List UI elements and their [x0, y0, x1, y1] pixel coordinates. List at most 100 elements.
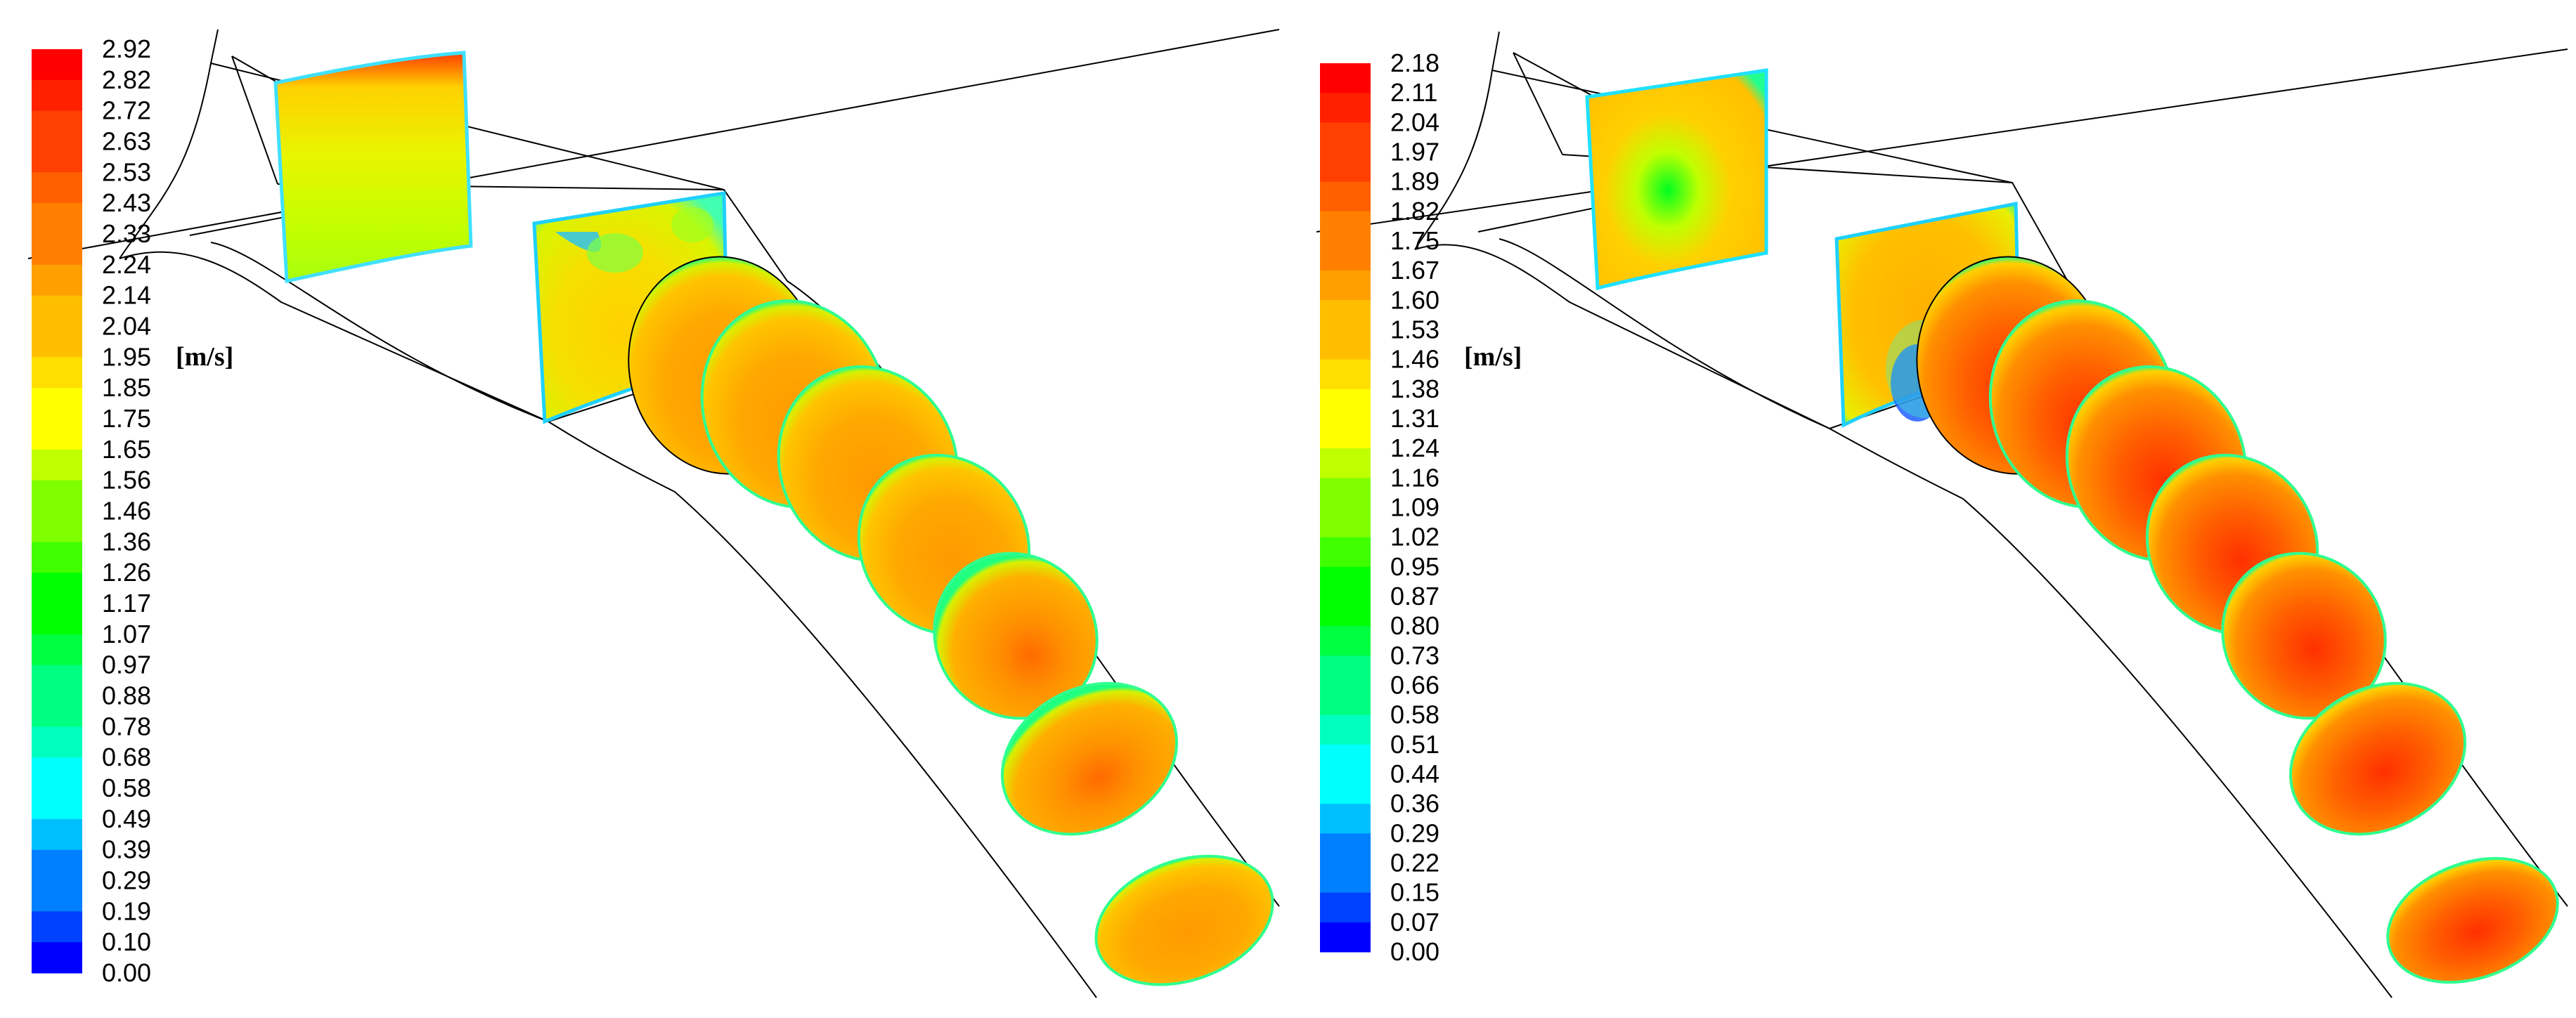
colorbar-swatch	[1320, 566, 1371, 597]
colorbar-swatch	[1320, 537, 1371, 568]
colorbar-tick-label: 2.92	[102, 34, 151, 63]
colorbar-tick-label: 1.60	[1390, 285, 1439, 314]
circular-sections	[628, 256, 1274, 986]
colorbar-tick-label: 1.56	[102, 466, 151, 495]
colorbar-swatch	[32, 141, 82, 173]
colorbar-swatch	[32, 110, 82, 142]
velocity-plot-left: 2.922.822.722.632.532.432.332.242.142.04…	[27, 29, 1280, 998]
colorbar-swatch	[1320, 685, 1371, 716]
colorbar-swatch	[1320, 655, 1371, 686]
colorbar-tick-label: 0.78	[102, 712, 151, 740]
colorbar-tick-label: 0.15	[1390, 878, 1439, 907]
colorbar-tick-label: 2.04	[102, 312, 151, 341]
colorbar-swatch	[32, 634, 82, 666]
duct-wireframe	[1316, 31, 2568, 998]
colorbar-tick-label: 2.82	[102, 65, 151, 94]
colorbar-tick-label: 0.36	[1390, 789, 1439, 818]
colorbar-swatch	[1320, 507, 1371, 538]
colorbar-tick-label: 1.38	[1390, 374, 1439, 403]
velocity-panel-right: 2.18 2.11 2.04 1.97 1.89 1.82 1.75 1.67 1.60 1.53…	[1288, 0, 2576, 1018]
colorbar-swatch	[32, 603, 82, 635]
colorbar-tick-label: 1.24	[1390, 433, 1439, 462]
colorbar-swatch	[32, 696, 82, 727]
colorbar-tick-label: 1.26	[102, 558, 151, 587]
colorbar-swatch	[32, 234, 82, 266]
colorbar-swatch	[1320, 270, 1371, 301]
colorbar-tick-label: 1.16	[1390, 463, 1439, 492]
colorbar-swatch	[32, 449, 82, 481]
colorbar-tick-label: 0.73	[1390, 641, 1439, 670]
colorbar-swatch	[32, 79, 82, 112]
colorbar-tick-label: 0.88	[102, 681, 151, 710]
colorbar-swatch	[1320, 122, 1371, 152]
circular-section-6	[1000, 681, 1179, 836]
colorbar-swatch	[32, 357, 82, 389]
colorbar-swatch	[1320, 152, 1371, 183]
colorbar-tick-label: 2.14	[102, 281, 151, 310]
colorbar-tick-label: 0.07	[1390, 908, 1439, 937]
colorbar-swatch	[32, 542, 82, 573]
colorbar-tick-label: 1.65	[102, 435, 151, 464]
colorbar-left: 2.922.822.722.632.532.432.332.242.142.04…	[32, 34, 233, 987]
colorbar-swatch	[32, 942, 82, 974]
cross-section-1	[1585, 68, 1768, 291]
colorbar-tick-label: 1.67	[1390, 256, 1439, 285]
colorbar-swatch	[32, 49, 82, 81]
colorbar-swatch	[1320, 211, 1371, 242]
colorbar-swatch	[32, 295, 82, 327]
colorbar-swatch	[1320, 478, 1371, 508]
colorbar-swatch	[32, 419, 82, 450]
colorbar-swatch	[32, 757, 82, 789]
colorbar-tick-label: 1.75	[1390, 226, 1439, 255]
colorbar-swatch	[1320, 241, 1371, 271]
colorbar-swatch	[1320, 359, 1371, 390]
colorbar-swatch	[1320, 863, 1371, 894]
velocity-panel-left: 2.92 2.82 2.72 2.63 2.53 2.43 2.33 2.24 2.14 2.04…	[27, 29, 1280, 998]
colorbar-tick-label: 2.72	[102, 96, 151, 125]
colorbar-tick-label: 2.04	[1390, 107, 1439, 136]
colorbar-tick-label: 0.95	[1390, 552, 1439, 581]
colorbar-swatch	[32, 511, 82, 542]
colorbar-swatch	[32, 880, 82, 912]
unit-label: [m/s]	[1464, 342, 1522, 372]
colorbar-tick-label: 0.00	[102, 958, 151, 987]
colorbar-tick-label: 2.43	[102, 188, 151, 217]
cross-section-1	[273, 51, 473, 284]
colorbar-tick-label: 2.53	[102, 157, 151, 186]
colorbar-swatch	[32, 388, 82, 419]
duct-wireframe	[27, 29, 1280, 998]
colorbar-swatch	[32, 172, 82, 204]
colorbar-tick-label: 0.19	[102, 896, 151, 925]
colorbar-swatch	[1320, 626, 1371, 656]
colorbar-swatch	[32, 788, 82, 820]
colorbar-tick-label: 1.89	[1390, 167, 1439, 196]
colorbar-swatch	[1320, 63, 1371, 93]
colorbar-swatch	[1320, 93, 1371, 123]
colorbar-swatch	[1320, 744, 1371, 775]
colorbar-tick-label: 2.63	[102, 127, 151, 156]
colorbar-swatch	[32, 665, 82, 696]
colorbar-swatch	[1320, 448, 1371, 478]
circular-sections	[1916, 256, 2559, 984]
colorbar-tick-label: 1.17	[102, 589, 151, 618]
colorbar-swatch	[1320, 596, 1371, 627]
colorbar-tick-label: 1.46	[1390, 345, 1439, 374]
colorbar-right: 2.182.112.041.971.891.821.751.671.601.53…	[1320, 48, 1522, 966]
colorbar-tick-label: 0.29	[102, 866, 151, 895]
colorbar-tick-label: 1.09	[1390, 493, 1439, 522]
colorbar-tick-label: 0.10	[102, 927, 151, 956]
colorbar-swatch	[32, 726, 82, 758]
colorbar-tick-label: 2.11	[1390, 78, 1437, 107]
colorbar-tick-label: 0.39	[102, 835, 151, 864]
colorbar-tick-label: 1.46	[102, 497, 151, 526]
colorbar-tick-label: 0.22	[1390, 849, 1439, 877]
colorbar-tick-label: 1.95	[102, 342, 151, 371]
unit-label: [m/s]	[176, 342, 233, 372]
colorbar-tick-label: 2.24	[102, 250, 151, 279]
colorbar-tick-label: 1.97	[1390, 138, 1439, 167]
circular-section-7	[2386, 856, 2559, 984]
colorbar-swatch	[1320, 300, 1371, 330]
colorbar-tick-label: 1.02	[1390, 523, 1439, 552]
colorbar-tick-label: 2.33	[102, 219, 151, 248]
colorbar-swatch	[32, 203, 82, 235]
